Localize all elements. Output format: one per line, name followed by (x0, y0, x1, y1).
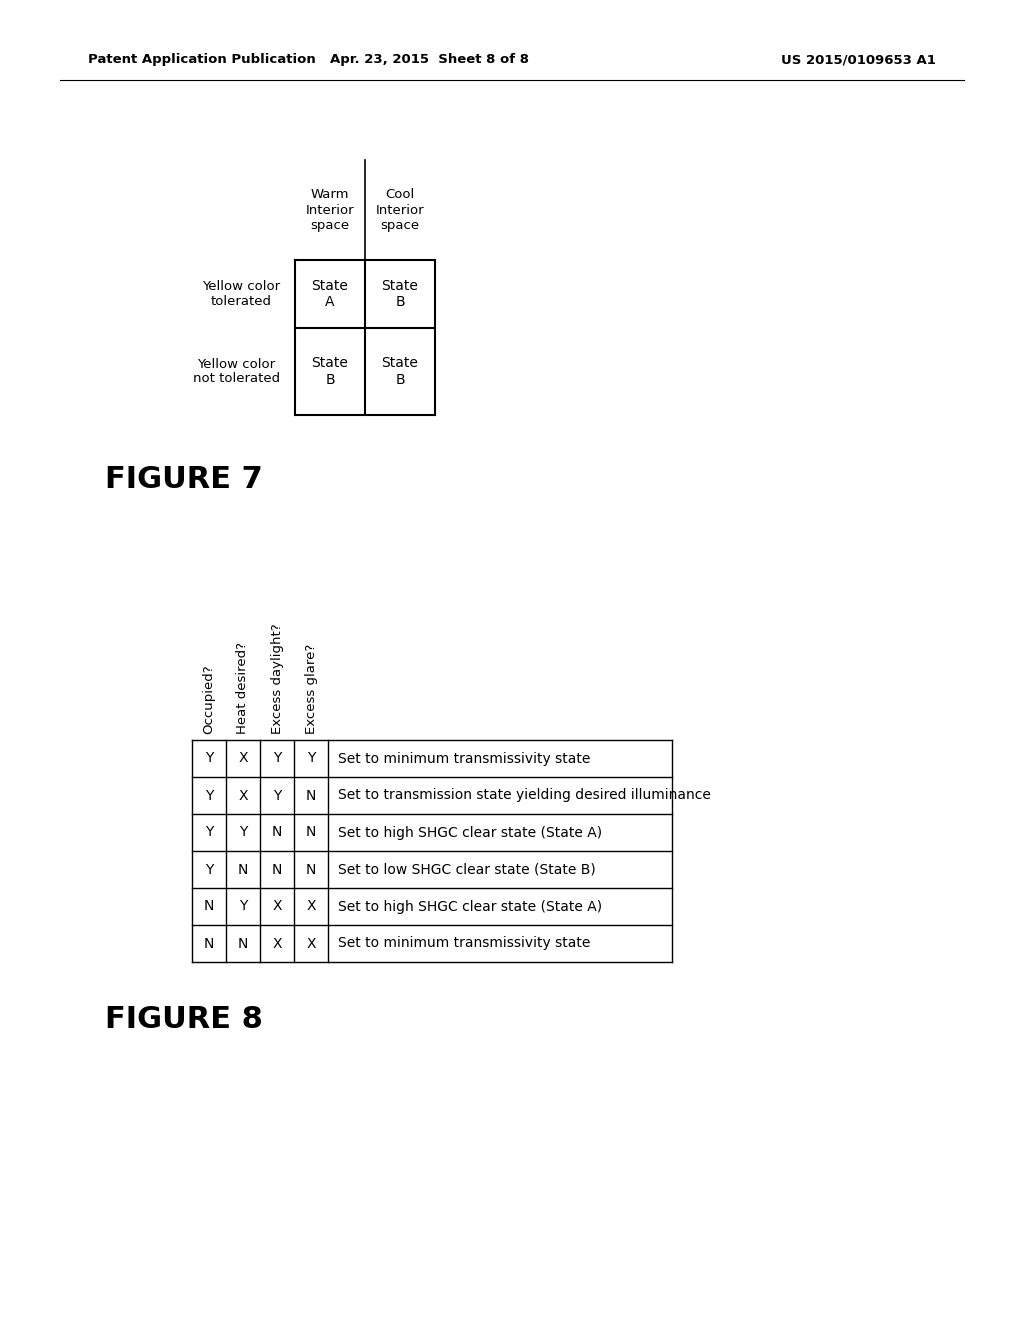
Text: State
A: State A (311, 279, 348, 309)
Text: N: N (238, 936, 248, 950)
Text: Y: Y (307, 751, 315, 766)
Text: State
B: State B (382, 279, 419, 309)
Text: Y: Y (205, 862, 213, 876)
Text: N: N (306, 862, 316, 876)
Text: Y: Y (205, 825, 213, 840)
Text: Y: Y (272, 751, 282, 766)
Text: Set to high SHGC clear state (State A): Set to high SHGC clear state (State A) (338, 825, 602, 840)
Text: N: N (271, 862, 283, 876)
Text: FIGURE 7: FIGURE 7 (105, 466, 263, 495)
Text: State
B: State B (382, 356, 419, 387)
Text: N: N (238, 862, 248, 876)
Text: X: X (272, 899, 282, 913)
Text: Yellow color
tolerated: Yellow color tolerated (202, 280, 280, 308)
Text: Y: Y (239, 899, 247, 913)
Text: N: N (306, 788, 316, 803)
Text: X: X (239, 751, 248, 766)
Text: Patent Application Publication: Patent Application Publication (88, 54, 315, 66)
Text: X: X (239, 788, 248, 803)
Text: Set to transmission state yielding desired illuminance: Set to transmission state yielding desir… (338, 788, 711, 803)
Text: Excess glare?: Excess glare? (304, 644, 317, 734)
Text: Y: Y (239, 825, 247, 840)
Text: Y: Y (205, 751, 213, 766)
Text: FIGURE 8: FIGURE 8 (105, 1006, 263, 1035)
Text: State
B: State B (311, 356, 348, 387)
Text: Set to high SHGC clear state (State A): Set to high SHGC clear state (State A) (338, 899, 602, 913)
Text: Occupied?: Occupied? (203, 664, 215, 734)
Text: X: X (272, 936, 282, 950)
Text: X: X (306, 936, 315, 950)
Text: Yellow color
not tolerated: Yellow color not tolerated (193, 358, 280, 385)
Text: N: N (271, 825, 283, 840)
Text: Set to minimum transmissivity state: Set to minimum transmissivity state (338, 751, 591, 766)
Text: N: N (306, 825, 316, 840)
Text: Excess daylight?: Excess daylight? (270, 623, 284, 734)
Text: Cool
Interior
space: Cool Interior space (376, 189, 424, 231)
Text: Warm
Interior
space: Warm Interior space (306, 189, 354, 231)
Text: US 2015/0109653 A1: US 2015/0109653 A1 (781, 54, 936, 66)
Text: Heat desired?: Heat desired? (237, 642, 250, 734)
Text: N: N (204, 899, 214, 913)
Text: Y: Y (205, 788, 213, 803)
Text: Set to low SHGC clear state (State B): Set to low SHGC clear state (State B) (338, 862, 596, 876)
Text: Set to minimum transmissivity state: Set to minimum transmissivity state (338, 936, 591, 950)
Text: Y: Y (272, 788, 282, 803)
Text: X: X (306, 899, 315, 913)
Text: N: N (204, 936, 214, 950)
Text: Apr. 23, 2015  Sheet 8 of 8: Apr. 23, 2015 Sheet 8 of 8 (331, 54, 529, 66)
